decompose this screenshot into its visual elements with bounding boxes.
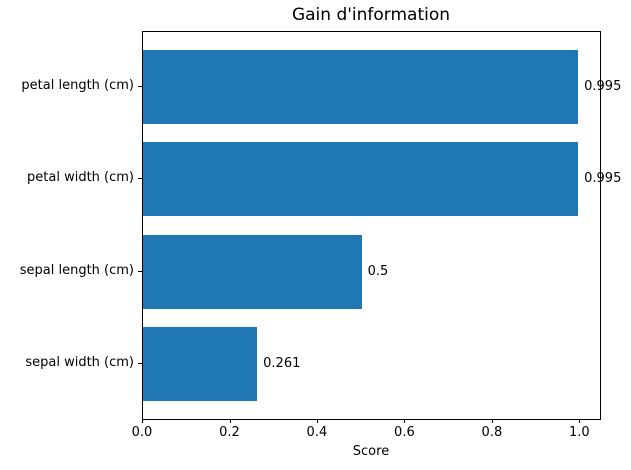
y-tick-label: sepal length (cm) bbox=[19, 262, 134, 278]
x-tick-mark bbox=[491, 419, 493, 423]
x-tick-label: 0.4 bbox=[306, 425, 328, 440]
bar-value-label: 0.995 bbox=[584, 78, 622, 94]
y-tick-label: petal width (cm) bbox=[27, 170, 134, 186]
x-tick-label: 0.0 bbox=[131, 425, 153, 440]
x-tick-label: 0.2 bbox=[219, 425, 240, 440]
x-tick-mark bbox=[579, 419, 581, 423]
x-tick-mark bbox=[142, 419, 143, 423]
x-tick-mark bbox=[316, 419, 318, 423]
bar bbox=[143, 142, 579, 217]
bar bbox=[143, 234, 362, 309]
bar-value-label: 0.5 bbox=[367, 263, 389, 279]
x-tick-label: 0.6 bbox=[394, 425, 415, 440]
x-tick-label: 1.0 bbox=[568, 425, 590, 440]
y-tick-mark bbox=[138, 270, 142, 272]
bar bbox=[143, 327, 258, 402]
x-axis-label: Score bbox=[352, 444, 390, 459]
plot-area: 0.995 0.995 0.5 0.261 bbox=[142, 31, 621, 420]
y-tick-mark bbox=[138, 178, 142, 180]
y-tick-label: petal length (cm) bbox=[21, 77, 134, 93]
x-tick-label: 0.8 bbox=[481, 425, 503, 440]
chart-title: Gain d'information bbox=[291, 5, 451, 25]
x-tick-mark bbox=[229, 419, 231, 423]
bar bbox=[143, 49, 579, 124]
y-tick-label: sepal width (cm) bbox=[25, 355, 134, 371]
bar-value-label: 0.261 bbox=[263, 356, 301, 372]
y-tick-mark bbox=[138, 85, 142, 87]
y-tick-mark bbox=[138, 363, 142, 365]
bar-value-label: 0.995 bbox=[584, 171, 622, 187]
x-tick-mark bbox=[404, 419, 406, 423]
